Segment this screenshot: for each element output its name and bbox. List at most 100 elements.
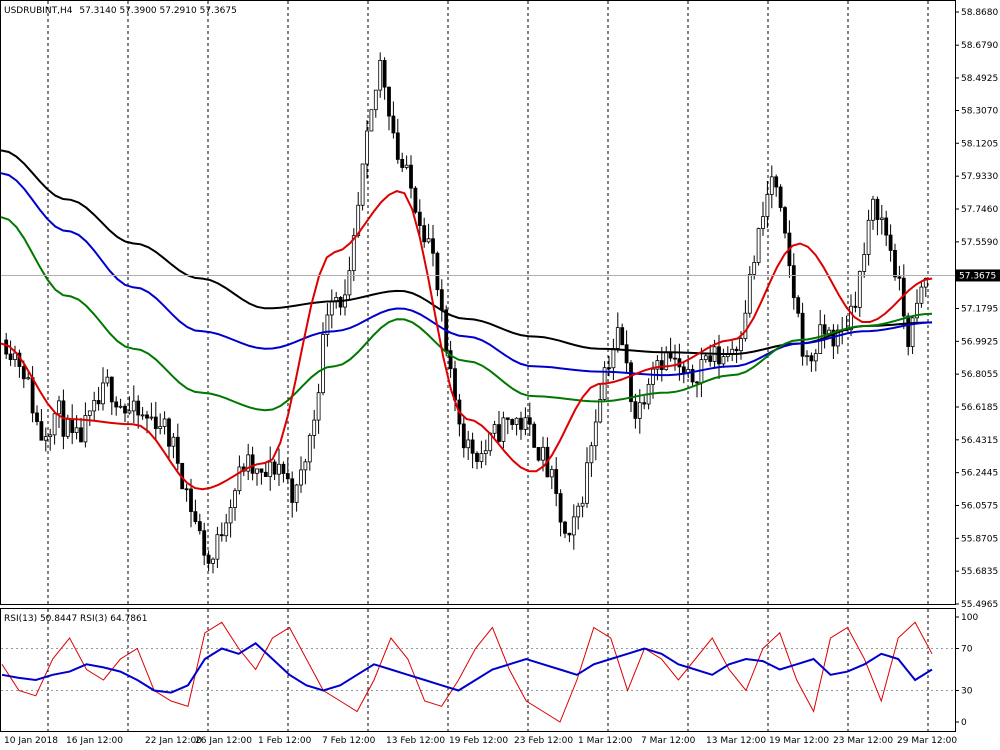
candle-body xyxy=(747,273,752,314)
candle-body xyxy=(431,238,435,254)
candle-body xyxy=(127,410,132,414)
x-tick-label: 10 Jan 2018 xyxy=(4,736,58,746)
rsi-lines xyxy=(1,621,933,723)
candle-body xyxy=(514,417,519,425)
candle-body xyxy=(461,423,466,449)
candle-body xyxy=(114,401,119,408)
candle-body xyxy=(224,522,229,537)
candle-body xyxy=(228,507,233,524)
symbol-header: USDRUBINT,H4 57.3140 57.3900 57.2910 57.… xyxy=(4,6,237,16)
candle-body xyxy=(774,176,779,188)
y-tick-label: 56.9925 xyxy=(961,337,998,347)
y-tick-label: 55.6835 xyxy=(961,567,998,577)
candle-body xyxy=(365,130,369,165)
candle-body xyxy=(519,417,523,430)
candle-body xyxy=(373,89,378,111)
candle-body xyxy=(567,532,572,536)
candle-body xyxy=(470,439,475,454)
candle-body xyxy=(48,434,53,438)
candle-body xyxy=(145,414,149,419)
candle-body xyxy=(206,554,211,564)
ma-line-ma-red xyxy=(0,190,933,491)
candle-body xyxy=(448,350,453,370)
rsi-panel-frame xyxy=(0,608,956,732)
candle-body xyxy=(294,484,299,503)
candle-body xyxy=(497,424,501,442)
candle-body xyxy=(492,424,497,434)
candle-body xyxy=(39,421,44,441)
x-tick-label: 1 Mar 12:00 xyxy=(578,736,633,746)
current-price-label: 57.3675 xyxy=(959,271,996,281)
current-price-marker: 57.3675 xyxy=(956,269,1000,282)
candle-body xyxy=(219,534,224,537)
candle-body xyxy=(708,355,713,362)
y-tick-label: 56.6185 xyxy=(961,403,998,413)
candle-body xyxy=(299,469,303,486)
candle-body xyxy=(338,296,343,308)
candle-body xyxy=(541,446,545,461)
candle-body xyxy=(620,327,625,346)
candle-body xyxy=(849,305,853,331)
candle-body xyxy=(752,262,757,275)
candle-body xyxy=(277,463,281,475)
candle-body xyxy=(479,453,484,462)
candle-body xyxy=(26,377,31,380)
y-tick-label: 57.9330 xyxy=(961,172,998,182)
candle-body xyxy=(109,376,114,403)
candle-body xyxy=(136,400,141,416)
y-tick-label: 58.8680 xyxy=(961,8,998,18)
rsi13-line xyxy=(1,642,933,694)
candle-body xyxy=(536,447,541,461)
x-tick-label: 19 Feb 12:00 xyxy=(449,736,508,746)
candle-body xyxy=(475,452,479,462)
candle-body xyxy=(897,276,902,279)
x-tick-label: 1 Feb 12:00 xyxy=(258,736,312,746)
candle-body xyxy=(910,317,915,347)
candle-body xyxy=(285,473,290,480)
candle-body xyxy=(695,381,699,384)
candle-body xyxy=(153,416,158,429)
candle-body xyxy=(395,132,400,160)
y-tick-label: 57.5590 xyxy=(961,238,998,248)
ma-line-ma-green xyxy=(0,216,933,412)
rsi-tick-label: 0 xyxy=(961,718,967,728)
candle-body xyxy=(690,369,695,383)
candle-body xyxy=(211,558,215,564)
candle-body xyxy=(303,461,308,471)
ma-line-ma-black xyxy=(0,149,933,355)
candle-body xyxy=(598,399,603,423)
x-tick-label: 13 Mar 12:00 xyxy=(706,736,766,746)
candle-body xyxy=(871,198,875,221)
candle-body xyxy=(215,534,220,560)
candle-body xyxy=(809,355,814,362)
x-tick-label: 7 Feb 12:00 xyxy=(322,736,376,746)
candle-body xyxy=(783,207,787,234)
main-panel-frame xyxy=(0,0,956,605)
candle-body xyxy=(369,109,374,132)
rsi-tick-label: 30 xyxy=(961,687,973,697)
candle-body xyxy=(312,419,317,436)
candle-body xyxy=(593,421,598,447)
y-tick-label: 55.4965 xyxy=(961,600,998,610)
candle-body xyxy=(734,348,739,352)
candle-body xyxy=(65,418,70,437)
candle-body xyxy=(290,478,295,503)
rsi-axis: 100 70 30 0 xyxy=(955,613,978,728)
vertical-gridlines xyxy=(47,1,929,731)
candle-body xyxy=(571,516,576,536)
candle-body xyxy=(888,234,893,251)
candle-body xyxy=(510,419,515,425)
candle-body xyxy=(197,521,202,532)
candle-body xyxy=(615,327,620,349)
candle-body xyxy=(673,357,677,360)
x-tick-label: 29 Mar 12:00 xyxy=(897,736,957,746)
candle-body xyxy=(105,376,110,384)
candle-body xyxy=(743,312,748,340)
y-tick-label: 56.2445 xyxy=(961,469,998,479)
candle-body xyxy=(268,461,273,477)
y-tick-label: 55.8705 xyxy=(961,534,998,544)
candle-body xyxy=(791,265,796,299)
candle-body xyxy=(761,216,765,229)
